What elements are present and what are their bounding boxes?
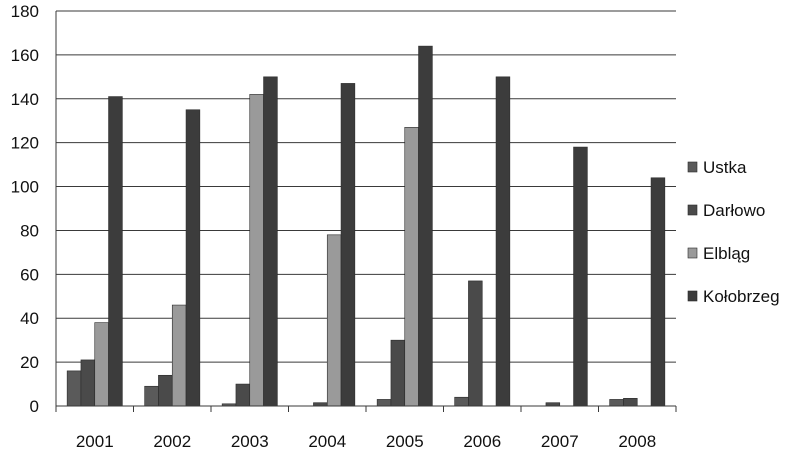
y-tick-label: 80	[20, 221, 39, 240]
axes	[55, 11, 677, 412]
y-tick-label: 40	[20, 309, 39, 328]
legend-swatch-elbląg	[687, 247, 698, 259]
bar-kołobrzeg-2005	[418, 45, 433, 407]
x-tick-label: 2001	[76, 432, 114, 451]
legend-label: Kołobrzeg	[703, 287, 780, 306]
bar-ustka-2001	[66, 370, 82, 407]
legend-swatch-darłowo	[687, 204, 698, 216]
x-tick-label: 2006	[463, 432, 501, 451]
bar-ustka-2006	[454, 396, 469, 407]
y-tick-label: 120	[11, 134, 39, 153]
legend-label: Elbląg	[703, 244, 750, 263]
x-tick-label: 2004	[308, 432, 346, 451]
bar-kołobrzeg-2006	[495, 76, 511, 407]
bar-elbląg-2003	[249, 94, 264, 407]
legend-swatch-kołobrzeg	[687, 290, 698, 302]
bar-kołobrzeg-2003	[263, 76, 278, 407]
bar-kołobrzeg-2004	[340, 83, 356, 407]
bar-kołobrzeg-2007	[573, 146, 588, 407]
legend-swatch-ustka	[687, 161, 698, 173]
y-tick-label: 100	[11, 178, 39, 197]
y-axis-tick-labels: 0 20 40 60 80 100 120 140 160 180	[11, 2, 39, 416]
bar-darłowo-2005	[390, 339, 406, 407]
legend-label: Ustka	[703, 158, 747, 177]
bar-elbląg-2001	[94, 322, 109, 407]
bar-darłowo-2008	[623, 398, 638, 407]
bar-elbląg-2005	[404, 127, 419, 407]
bar-darłowo-2006	[468, 280, 483, 407]
bar-darłowo-2003	[235, 383, 251, 407]
bar-ustka-2005	[376, 399, 392, 407]
x-tick-label: 2008	[618, 432, 656, 451]
legend-label: Darłowo	[703, 201, 765, 220]
bar-kołobrzeg-2002	[185, 109, 201, 407]
x-tick-label: 2002	[153, 432, 191, 451]
legend: Ustka Darłowo Elbląg Kołobrzeg	[687, 158, 780, 306]
y-tick-label: 60	[20, 265, 39, 284]
bar-darłowo-2001	[80, 359, 96, 407]
bar-elbląg-2004	[326, 234, 342, 407]
bar-darłowo-2002	[158, 374, 173, 407]
y-tick-label: 180	[11, 2, 39, 21]
bar-kołobrzeg-2001	[108, 96, 123, 407]
gridlines	[56, 10, 676, 363]
bar-ustka-2002	[144, 385, 159, 407]
y-tick-label: 160	[11, 46, 39, 65]
y-tick-label: 140	[11, 90, 39, 109]
x-axis-tick-labels: 2001 2002 2003 2004 2005 2006 2007 2008	[76, 432, 656, 451]
x-tick-label: 2005	[386, 432, 424, 451]
bar-ustka-2008	[609, 399, 624, 407]
y-tick-label: 20	[20, 353, 39, 372]
bar-kołobrzeg-2008	[650, 177, 666, 407]
y-tick-label: 0	[30, 397, 39, 416]
bar-elbląg-2002	[171, 304, 187, 407]
x-tick-label: 2007	[541, 432, 579, 451]
x-tick-label: 2003	[231, 432, 269, 451]
bars	[66, 45, 666, 407]
